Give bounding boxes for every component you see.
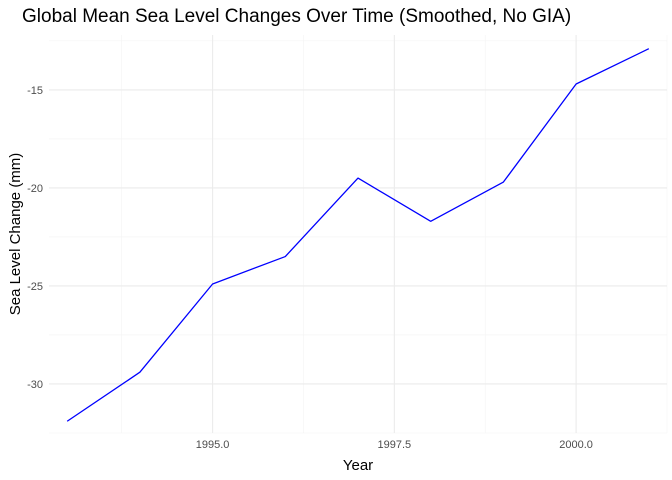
y-tick-label: -20 xyxy=(27,183,43,195)
x-tick-label: 2000.0 xyxy=(559,439,593,451)
x-tick-label: 1997.5 xyxy=(378,439,412,451)
x-tick-label: 1995.0 xyxy=(196,439,230,451)
y-axis-title: Sea Level Change (mm) xyxy=(7,153,24,316)
y-axis-tick-labels: -30 -25 -20 -15 xyxy=(27,85,43,391)
x-axis-title: Year xyxy=(343,457,373,474)
y-tick-label: -25 xyxy=(27,281,43,293)
x-axis-tick-labels: 1995.0 1997.5 2000.0 xyxy=(196,439,593,451)
minor-gridlines xyxy=(49,35,668,434)
y-tick-label: -15 xyxy=(27,85,43,97)
chart-title: Global Mean Sea Level Changes Over Time … xyxy=(22,6,572,27)
series-line-0 xyxy=(66,48,650,422)
series-layer xyxy=(66,48,650,422)
y-tick-label: -30 xyxy=(27,379,43,391)
major-gridlines xyxy=(49,35,667,433)
